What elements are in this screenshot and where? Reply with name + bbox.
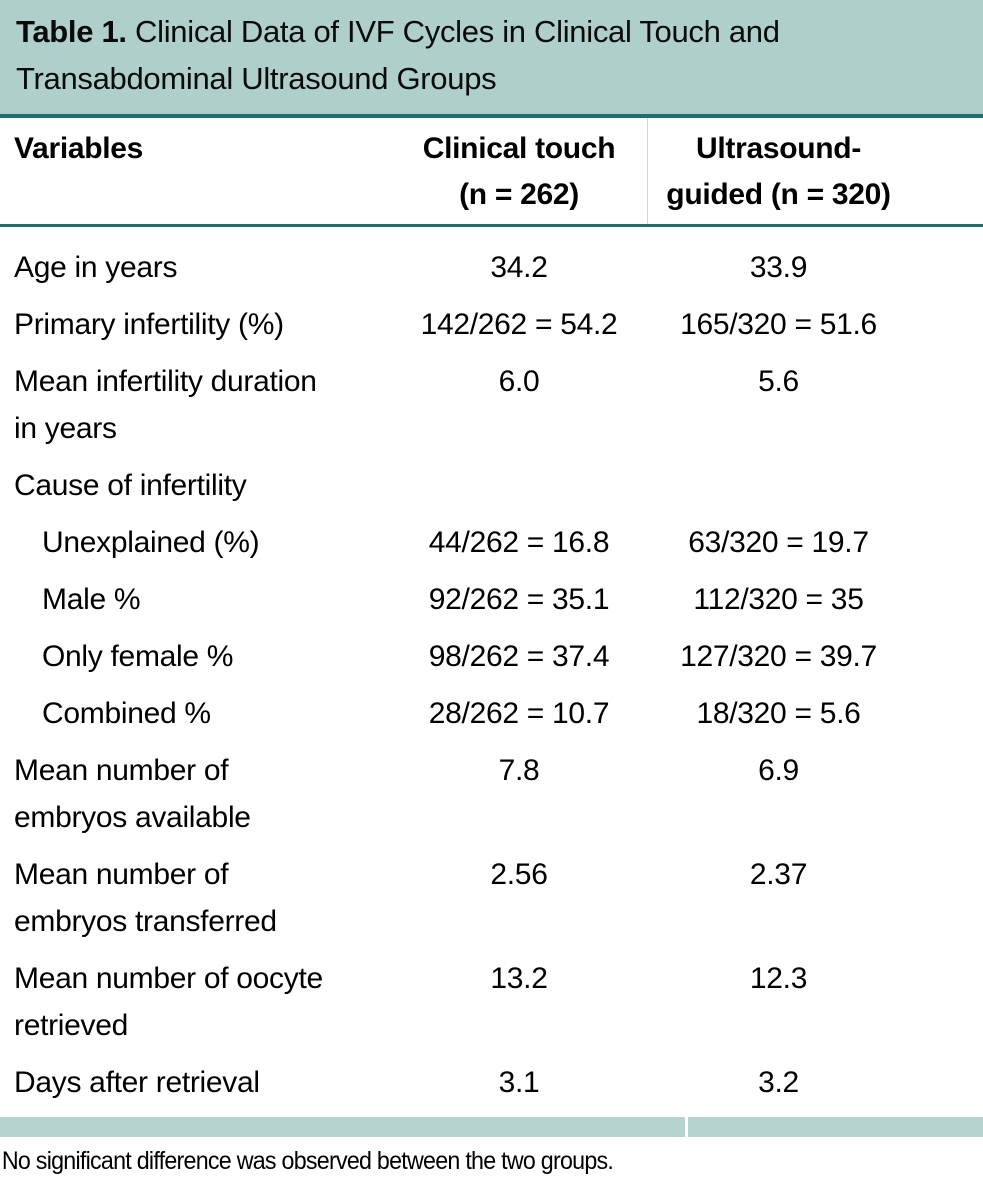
table-title-text: Clinical Data of IVF Cycles in Clinical … [16, 14, 780, 96]
row-label: Mean number of embryos transferred [14, 858, 277, 938]
ultrasound-value: 5.6 [758, 365, 799, 398]
row-label: Primary infertility (%) [14, 308, 284, 341]
row-label: Mean infertility duration in years [14, 365, 317, 445]
table-row: Mean number of embryos transferred 2.56 … [0, 846, 983, 950]
row-label: Mean number of embryos available [14, 754, 251, 834]
clinical-touch-value: 7.8 [498, 754, 540, 787]
row-label: Only female % [42, 640, 234, 673]
column-header-clinical-touch: Clinical touch (n = 262) [422, 132, 616, 211]
table-title-band: Table 1. Clinical Data of IVF Cycles in … [0, 0, 983, 118]
section-label: Cause of infertility [14, 469, 247, 502]
table-bottom-band [0, 1117, 983, 1137]
clinical-touch-value: 142/262 = 54.2 [420, 308, 618, 341]
ultrasound-value: 18/320 = 5.6 [696, 697, 861, 730]
bottom-band-divider [685, 1117, 688, 1137]
table-row: Mean number of oocyte retrieved 13.2 12.… [0, 950, 983, 1054]
ultrasound-value: 165/320 = 51.6 [680, 308, 877, 341]
table-row: Only female % 98/262 = 37.4 127/320 = 39… [0, 628, 983, 685]
table-row: Age in years 34.2 33.9 [0, 239, 983, 296]
clinical-touch-value: 28/262 = 10.7 [428, 697, 610, 730]
table-row: Days after retrieval 3.1 3.2 [0, 1054, 983, 1111]
row-label: Male % [42, 583, 141, 616]
ultrasound-value: 112/320 = 35 [693, 583, 864, 616]
ultrasound-value: 6.9 [758, 754, 799, 787]
column-header-ultrasound-guided: Ultrasound- guided (n = 320) [666, 132, 891, 211]
ultrasound-value: 127/320 = 39.7 [680, 640, 877, 673]
clinical-touch-value: 44/262 = 16.8 [428, 526, 610, 559]
ultrasound-value: 63/320 = 19.7 [688, 526, 869, 559]
clinical-touch-value: 3.1 [498, 1066, 540, 1099]
row-label: Days after retrieval [14, 1066, 260, 1099]
clinical-touch-value: 2.56 [490, 858, 548, 891]
table-body: Age in years 34.2 33.9 Primary infertili… [0, 227, 983, 1111]
clinical-touch-value: 13.2 [490, 962, 548, 995]
table-footnote: No significant difference was observed b… [1, 1147, 614, 1175]
table-row: Combined % 28/262 = 10.7 18/320 = 5.6 [0, 685, 983, 742]
table-row: Unexplained (%) 44/262 = 16.8 63/320 = 1… [0, 514, 983, 571]
ultrasound-value: 2.37 [749, 858, 808, 891]
column-divider-line [647, 118, 648, 224]
table-number-label: Table 1. [16, 14, 127, 49]
table-row: Mean infertility duration in years 6.0 5… [0, 353, 983, 457]
clinical-touch-value: 98/262 = 37.4 [428, 640, 610, 673]
row-label: Age in years [14, 251, 178, 284]
row-label: Unexplained (%) [42, 526, 260, 559]
clinical-touch-value: 6.0 [498, 365, 540, 398]
clinical-touch-value: 92/262 = 35.1 [428, 583, 610, 616]
ultrasound-value: 3.2 [758, 1066, 799, 1099]
row-label: Combined % [42, 697, 211, 730]
table-row: Mean number of embryos available 7.8 6.9 [0, 742, 983, 846]
row-label: Mean number of oocyte retrieved [14, 962, 323, 1042]
table-row: Male % 92/262 = 35.1 112/320 = 35 [0, 571, 983, 628]
ultrasound-value: 33.9 [749, 251, 808, 284]
clinical-touch-value: 34.2 [490, 251, 548, 284]
table-row: Primary infertility (%) 142/262 = 54.2 1… [0, 296, 983, 353]
table-section-row: Cause of infertility [0, 457, 983, 514]
column-header-variables: Variables [14, 132, 144, 165]
ultrasound-value: 12.3 [749, 962, 808, 995]
column-header-row: Variables Clinical touch (n = 262) Ultra… [0, 118, 983, 227]
